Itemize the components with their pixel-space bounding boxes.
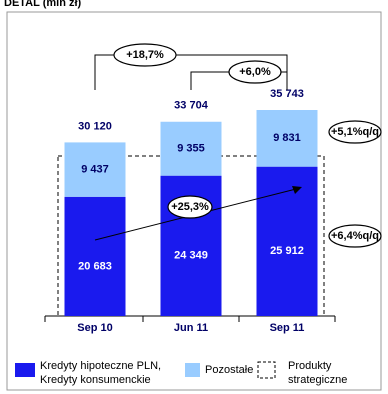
x-tick-label: Sep 10 <box>77 322 112 334</box>
legend-label: Produkty <box>288 360 332 372</box>
bar-segment <box>256 110 318 167</box>
bar-segment <box>160 121 222 176</box>
x-tick-label: Jun 11 <box>174 322 208 334</box>
value-label: 9 355 <box>177 143 205 155</box>
bar-segment <box>256 166 318 316</box>
legend-swatch <box>15 363 35 377</box>
chart-title: DETAL (mln zł) <box>4 0 82 9</box>
annotation-bubble <box>228 60 282 84</box>
value-label: 9 831 <box>273 132 301 144</box>
annotation-bubble <box>328 224 382 248</box>
annotation: +5,1%q/q <box>331 126 379 138</box>
annotation: +6,4%q/q <box>331 230 379 242</box>
value-label: 24 349 <box>174 250 208 262</box>
legend-swatch <box>185 363 200 377</box>
total-label: 35 743 <box>270 88 304 100</box>
annotation: +25,3% <box>171 201 209 213</box>
total-label: 33 704 <box>174 100 209 112</box>
value-label: 25 912 <box>270 245 304 257</box>
annotation-bubble <box>167 195 213 219</box>
legend-label: strategiczne <box>288 374 347 386</box>
frame <box>6 11 382 391</box>
annotation: +6,0% <box>239 66 271 78</box>
x-tick-label: Sep 11 <box>270 322 305 334</box>
annotation: +18,7% <box>126 49 164 61</box>
legend-swatch <box>257 361 276 379</box>
bar-segment <box>64 196 126 316</box>
bar-segment <box>64 142 126 197</box>
legend-label: Kredyty hipoteczne PLN, Kredyty konsumenc… <box>40 360 161 386</box>
annotation-bubble <box>113 43 177 67</box>
annotation-bubble <box>328 120 382 144</box>
value-label: 20 683 <box>78 260 112 272</box>
value-label: 9 437 <box>81 164 109 176</box>
legend-label: Pozostałe <box>205 364 253 376</box>
arrow-head <box>292 186 302 194</box>
total-label: 30 120 <box>78 120 112 132</box>
